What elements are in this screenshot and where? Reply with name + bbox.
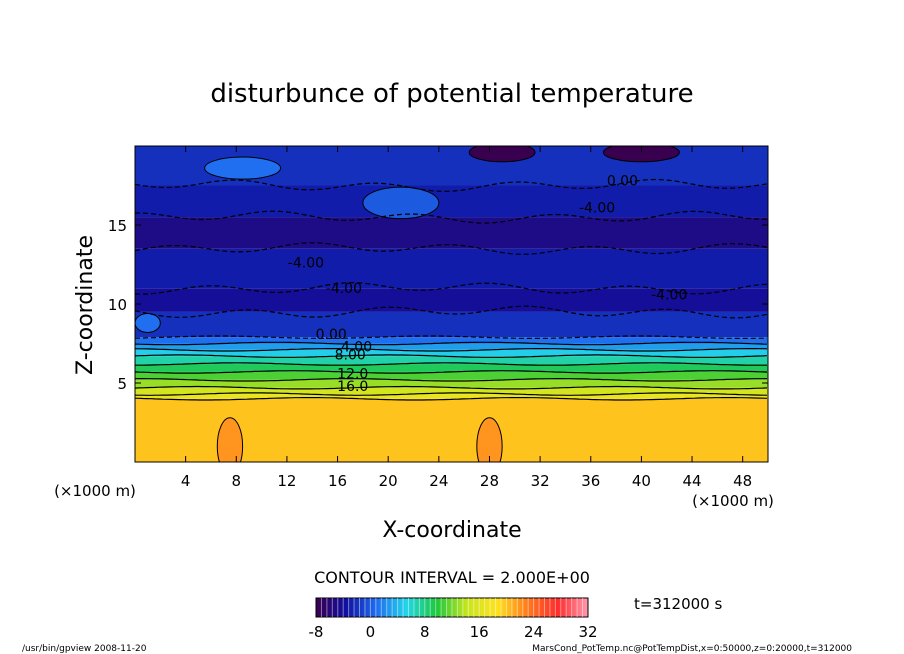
x-tick-label-1: 8 — [232, 472, 242, 490]
x-unit-left: (×1000 m) — [54, 482, 136, 500]
heatmap-layer-7 — [135, 349, 768, 357]
y-axis: 5 10 15 — [108, 217, 768, 393]
contour-line-12 — [135, 282, 768, 295]
heatmap-features — [135, 146, 680, 462]
colorbar: -8 0 8 16 24 32 — [309, 597, 598, 641]
heatmap-layer-14 — [135, 185, 768, 218]
contour-line-9 — [135, 341, 768, 346]
y-tick-label-2: 15 — [108, 217, 127, 235]
contour-label-5: 0.00 — [316, 327, 347, 343]
contour-label-8: 12.0 — [337, 366, 368, 382]
y-tick-label-0: 5 — [117, 375, 127, 393]
heatmap-layer-10 — [135, 311, 768, 338]
heatmap-feature-3 — [135, 312, 161, 333]
x-tick-label-0: 4 — [181, 472, 191, 490]
contour-label-1: -4.00 — [579, 200, 615, 216]
heatmap-layer-13 — [135, 217, 768, 249]
heatmap-layers — [135, 146, 768, 462]
contour-line-3 — [135, 385, 768, 390]
heatmap-feature-1 — [602, 146, 680, 163]
heatmap-layer-1 — [135, 394, 768, 399]
y-axis-label: Z-coordinate — [73, 235, 98, 375]
heatmap-layer-11 — [135, 288, 768, 312]
colorbar-gradient — [315, 597, 589, 618]
contour-label-0: 0.00 — [607, 174, 638, 190]
contour-label-7: 8.00 — [335, 347, 366, 363]
heatmap-layer-5 — [135, 364, 768, 372]
time-label: t=312000 s — [634, 595, 722, 613]
contour-line-2 — [135, 392, 767, 396]
footer-left: /usr/bin/gpview 2008-11-20 — [22, 644, 147, 654]
contour-line-10 — [135, 335, 768, 339]
heatmap-layer-4 — [135, 371, 768, 380]
heatmap-layer-6 — [135, 356, 768, 365]
x-tick-label-4: 20 — [379, 472, 398, 490]
x-tick-label-7: 32 — [531, 472, 550, 490]
heatmap-layer-9 — [135, 337, 768, 344]
chart-title: disturbunce of potential temperature — [210, 79, 693, 109]
colorbar-tick-label-5: 32 — [578, 623, 597, 641]
contour-line-4 — [135, 378, 768, 382]
contour-interval: CONTOUR INTERVAL = 2.000E+00 — [314, 568, 590, 587]
heatmap-layer-3 — [135, 379, 768, 388]
contour-line-8 — [135, 348, 768, 352]
contour-label-9: 16.0 — [337, 379, 368, 395]
contour-line-5 — [135, 370, 768, 374]
colorbar-tick-label-3: 16 — [470, 623, 489, 641]
heatmap-feature-4 — [362, 186, 440, 220]
x-tick-label-6: 28 — [480, 472, 499, 490]
contour-label-2: -4.00 — [288, 256, 324, 272]
heatmap-feature-0 — [468, 146, 536, 163]
x-tick-label-2: 12 — [277, 472, 296, 490]
footer-right: MarsCond_PotTemp.nc@PotTempDist,x=0:5000… — [532, 644, 852, 654]
contour-lines — [135, 178, 768, 401]
x-axis-label: X-coordinate — [382, 518, 521, 543]
x-unit-right: (×1000 m) — [692, 492, 774, 510]
colorbar-ticks: -8 0 8 16 24 32 — [309, 598, 598, 641]
contour-line-7 — [135, 354, 768, 358]
contour-line-1 — [135, 397, 768, 401]
colorbar-tick-label-1: 0 — [366, 623, 376, 641]
colorbar-tick-label-4: 24 — [524, 623, 543, 641]
contour-line-15 — [135, 178, 768, 193]
x-axis: 4 8 12 16 20 24 28 32 36 40 44 48 — [181, 146, 752, 490]
heatmap-layer-8 — [135, 343, 768, 350]
contour-line-13 — [135, 242, 768, 255]
contour-label-6: 4.00 — [341, 339, 372, 355]
plot-area: 0.00-4.00-4.00-4.00 -4.000.004.008.0012.0… — [135, 146, 768, 462]
heatmap-feature-6 — [476, 417, 503, 462]
contour-labels: 0.00-4.00-4.00-4.00 -4.000.004.008.0012.0… — [288, 174, 688, 395]
x-tick-label-3: 16 — [328, 472, 347, 490]
x-tick-label-11: 48 — [733, 472, 752, 490]
heatmap-feature-2 — [204, 156, 282, 180]
x-tick-label-8: 36 — [581, 472, 600, 490]
contour-line-11 — [135, 305, 768, 319]
contour-label-3: -4.00 — [326, 281, 362, 297]
colorbar-tick-label-2: 8 — [420, 623, 430, 641]
x-tick-label-10: 44 — [682, 472, 701, 490]
contour-line-14 — [135, 210, 767, 224]
heatmap-layer-2 — [135, 387, 768, 395]
colorbar-tick-label-0: -8 — [309, 623, 324, 641]
y-tick-label-1: 10 — [108, 296, 127, 314]
x-tick-label-9: 40 — [632, 472, 651, 490]
contour-label-4: -4.00 — [651, 287, 687, 303]
heatmap-feature-5 — [216, 417, 244, 462]
x-tick-label-5: 24 — [429, 472, 448, 490]
heatmap-layer-12 — [135, 248, 768, 289]
contour-line-6 — [135, 362, 767, 366]
